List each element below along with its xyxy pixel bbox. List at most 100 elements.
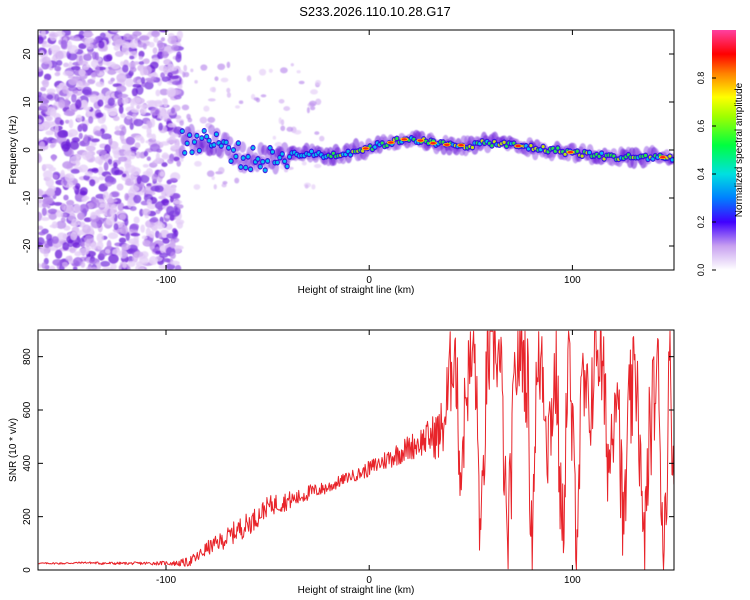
noise-blob: [125, 136, 136, 145]
snr-x-tick-label: 100: [564, 575, 581, 586]
ridge-peak: [287, 155, 292, 159]
noise-blob: [138, 104, 149, 109]
noise-blob: [104, 181, 112, 187]
noise-blob: [78, 247, 90, 256]
noise-blob: [102, 190, 109, 201]
noise-blob: [272, 135, 277, 140]
noise-blob: [47, 208, 58, 215]
noise-blob: [174, 264, 182, 270]
noise-blob: [133, 118, 144, 127]
ridge-peak: [490, 144, 494, 148]
noise-blob: [98, 40, 105, 49]
noise-blob: [211, 176, 215, 180]
noise-blob: [170, 131, 176, 140]
noise-blob: [167, 158, 174, 165]
spectrogram-x-tick-label: -100: [156, 275, 176, 286]
noise-blob: [62, 161, 74, 169]
noise-blob: [131, 108, 140, 113]
noise-blob: [170, 251, 176, 260]
noise-blob: [278, 98, 285, 104]
noise-blob: [167, 63, 175, 73]
noise-blob: [53, 201, 63, 206]
noise-blob: [52, 174, 59, 180]
noise-blob: [213, 184, 217, 190]
noise-blob: [80, 261, 86, 268]
noise-blob: [38, 36, 44, 45]
noise-blob: [62, 242, 70, 251]
ridge-peak: [231, 148, 236, 152]
noise-blob: [60, 217, 66, 223]
noise-blob: [78, 30, 85, 39]
ridge-peak: [192, 140, 197, 144]
noise-blob: [234, 177, 240, 184]
noise-blob: [132, 97, 142, 104]
noise-blob: [143, 150, 149, 157]
noise-blob: [41, 202, 48, 208]
noise-blob: [110, 77, 115, 82]
noise-blob: [140, 137, 145, 144]
ridge-peak: [244, 165, 248, 170]
noise-blob: [158, 65, 168, 72]
noise-blob: [150, 61, 159, 69]
noise-blob: [118, 249, 128, 259]
noise-blob: [280, 125, 286, 132]
snr-background: [38, 330, 674, 570]
noise-blob: [41, 262, 47, 270]
noise-blob: [93, 198, 100, 203]
noise-blob: [49, 143, 55, 149]
noise-blob: [136, 175, 142, 185]
noise-blob: [94, 130, 103, 136]
noise-blob: [43, 73, 52, 81]
noise-blob: [280, 119, 285, 126]
noise-blob: [85, 240, 91, 248]
noise-blob: [148, 230, 155, 239]
noise-blob: [46, 88, 56, 94]
noise-blob: [157, 205, 163, 212]
noise-blob: [138, 35, 150, 41]
ridge-peak: [207, 139, 211, 143]
noise-blob: [101, 133, 112, 140]
noise-blob: [246, 75, 252, 82]
noise-blob: [89, 179, 96, 187]
ridge-peak: [190, 150, 194, 154]
noise-blob: [153, 36, 159, 43]
ridge-hotspot: [417, 139, 424, 142]
noise-blob: [200, 64, 208, 71]
noise-blob: [176, 221, 184, 229]
noise-blob: [86, 43, 94, 50]
noise-blob: [84, 37, 94, 44]
ridge-peak: [266, 159, 270, 163]
noise-blob: [57, 130, 68, 138]
noise-blob: [179, 120, 184, 126]
noise-blob: [114, 50, 124, 58]
ridge-peak: [246, 155, 250, 159]
ridge-peak: [187, 133, 192, 137]
ridge-peak: [224, 140, 228, 144]
noise-blob: [169, 260, 180, 266]
noise-blob: [38, 66, 43, 73]
noise-blob: [40, 30, 46, 38]
noise-blob: [170, 144, 181, 150]
noise-blob: [125, 78, 134, 88]
noise-blob: [310, 89, 318, 95]
noise-blob: [90, 242, 97, 250]
noise-blob: [95, 81, 105, 88]
ridge-halo: [208, 124, 216, 135]
noise-blob: [118, 237, 127, 244]
ridge-peak: [587, 150, 592, 155]
noise-blob: [160, 245, 165, 254]
ridge-peak: [553, 149, 557, 153]
noise-blob: [161, 230, 168, 238]
noise-blob: [88, 116, 94, 124]
noise-blob: [214, 76, 219, 82]
noise-blob: [150, 185, 161, 192]
noise-blob: [169, 178, 178, 183]
noise-blob: [296, 70, 301, 74]
ridge-peak: [241, 156, 245, 160]
noise-blob: [130, 232, 141, 237]
noise-blob: [69, 155, 81, 165]
noise-blob: [147, 121, 153, 129]
noise-blob: [206, 170, 215, 177]
noise-blob: [109, 30, 121, 33]
